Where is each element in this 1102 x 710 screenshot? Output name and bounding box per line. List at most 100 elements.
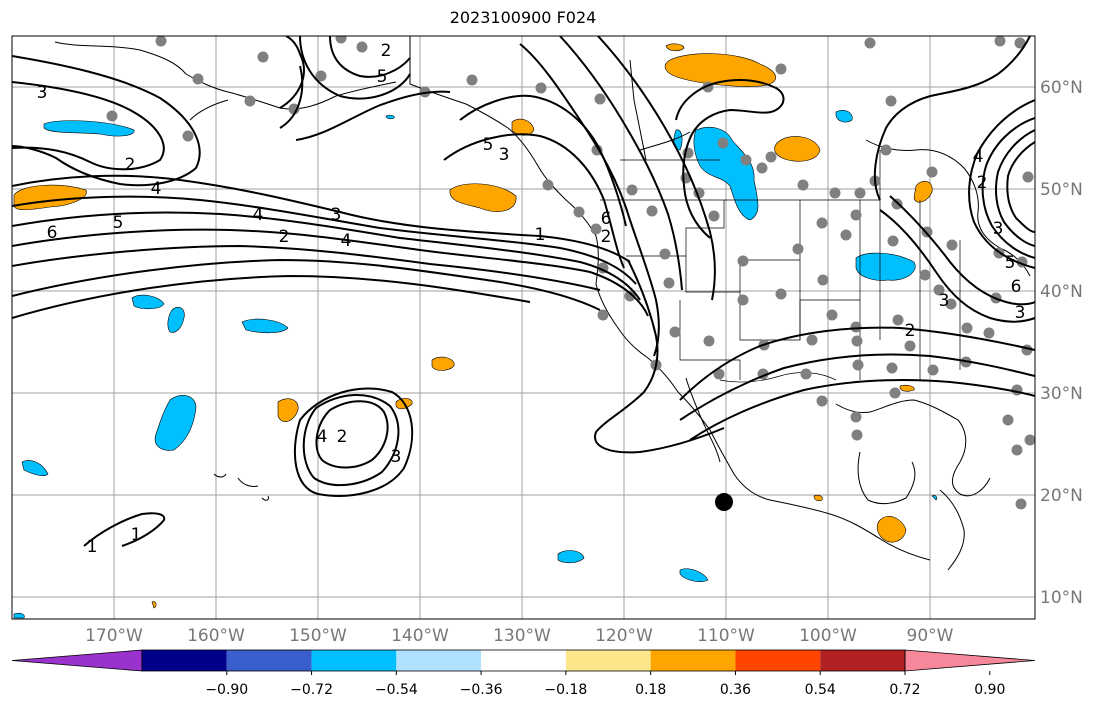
orange-patch	[511, 118, 535, 136]
map-frame	[11, 35, 1036, 620]
orange-patch	[665, 43, 685, 52]
station-dot	[597, 309, 609, 321]
contour-label: 6	[601, 209, 612, 229]
colorbar-tick-label: −0.18	[544, 682, 587, 698]
station-dot	[927, 364, 939, 376]
station-dot	[182, 130, 194, 142]
orange-patch	[664, 53, 777, 87]
station-dot	[926, 166, 938, 178]
station-dot	[933, 284, 945, 296]
orange-patch	[899, 384, 915, 392]
station-dot	[624, 290, 636, 302]
station-dot	[1022, 171, 1034, 183]
colorbar-segment	[820, 650, 905, 671]
orange-patch	[277, 398, 299, 422]
contour-label: 4	[151, 179, 162, 199]
contour-label: 2	[977, 173, 988, 193]
colorbar-frame	[141, 649, 906, 672]
station-dot	[850, 209, 862, 221]
station-dot	[892, 314, 904, 326]
orange-patch	[876, 516, 907, 543]
colorbar-tick-labels: −0.90 −0.72 −0.54 −0.36 −0.18 0.18 0.36 0.54 0.7…	[205, 671, 1005, 698]
station-dot	[659, 248, 671, 260]
station-dot	[816, 217, 828, 229]
station-dot	[850, 321, 862, 333]
station-dot	[904, 340, 916, 352]
contour-label: 6	[1011, 277, 1022, 297]
latitude-label: 60°N	[1040, 78, 1083, 98]
orange-patch	[813, 494, 823, 502]
station-dot	[594, 93, 606, 105]
blue-patch	[557, 550, 585, 564]
colorbar-segment	[735, 650, 821, 671]
station-dot	[887, 235, 899, 247]
contour-label: 2	[905, 321, 916, 341]
longitude-label: 160°W	[187, 626, 245, 646]
orange-patch	[774, 136, 821, 162]
station-dot	[244, 95, 256, 107]
longitude-labels: 170°W 160°W 150°W 140°W 130°W 120°W 110°W 100°W…	[85, 626, 954, 646]
contour-label: 1	[131, 525, 142, 545]
blue-patch	[855, 252, 916, 281]
station-dot	[797, 179, 809, 191]
contour-lines	[12, 36, 1035, 547]
station-dot	[1002, 414, 1014, 426]
contour-label: 4	[317, 427, 328, 447]
anomaly-shading	[13, 43, 938, 619]
station-dot	[737, 255, 749, 267]
contour-label: 5	[483, 135, 494, 155]
station-dot	[946, 239, 958, 251]
map-title: 2023100900 F024	[449, 8, 597, 27]
colorbar-tick-label: 0.72	[889, 682, 920, 698]
station-dot	[983, 327, 995, 339]
station-dot	[886, 362, 898, 374]
latitude-label: 10°N	[1040, 588, 1083, 608]
station-dot	[829, 187, 841, 199]
latitude-label: 30°N	[1040, 384, 1083, 404]
colorbar-segment	[481, 650, 566, 671]
station-dot	[708, 210, 720, 222]
colorbar	[11, 649, 1036, 672]
colorbar-underflow	[11, 649, 143, 672]
station-dot	[826, 309, 838, 321]
colorbar-tick-label: 0.54	[805, 682, 836, 698]
contour-label: 3	[1015, 303, 1026, 323]
blue-patch	[131, 294, 165, 310]
station-dot	[806, 334, 818, 346]
colorbar-tick-label: −0.72	[290, 682, 333, 698]
target-marker	[715, 493, 733, 511]
station-dot	[817, 274, 829, 286]
colorbar-tick-label: −0.36	[460, 682, 503, 698]
station-dot	[737, 294, 749, 306]
station-dot	[663, 277, 675, 289]
colorbar-tick-label: 0.90	[974, 682, 1005, 698]
blue-patch	[931, 495, 938, 501]
station-dot	[775, 63, 787, 75]
latitude-label: 50°N	[1040, 180, 1083, 200]
orange-patch	[449, 183, 517, 212]
station-dot	[889, 387, 901, 399]
station-dot	[919, 269, 931, 281]
station-dot	[961, 322, 973, 334]
blue-patch	[835, 110, 853, 123]
contour-label: 4	[973, 147, 984, 167]
longitude-label: 140°W	[391, 626, 449, 646]
station-dot	[288, 103, 300, 115]
station-dot	[852, 359, 864, 371]
blue-patch	[673, 129, 683, 151]
graticule	[12, 36, 1035, 619]
station-dot	[840, 229, 852, 241]
contour-label: 2	[601, 227, 612, 247]
station-dot	[335, 36, 347, 44]
colorbar-overflow	[904, 649, 1036, 672]
station-dot	[756, 162, 768, 174]
longitude-label: 170°W	[85, 626, 143, 646]
station-dot	[192, 73, 204, 85]
colorbar-tick-label: 0.18	[635, 682, 666, 698]
station-dot	[1015, 498, 1027, 510]
contour-label: 5	[113, 213, 124, 233]
station-dot	[994, 36, 1006, 47]
